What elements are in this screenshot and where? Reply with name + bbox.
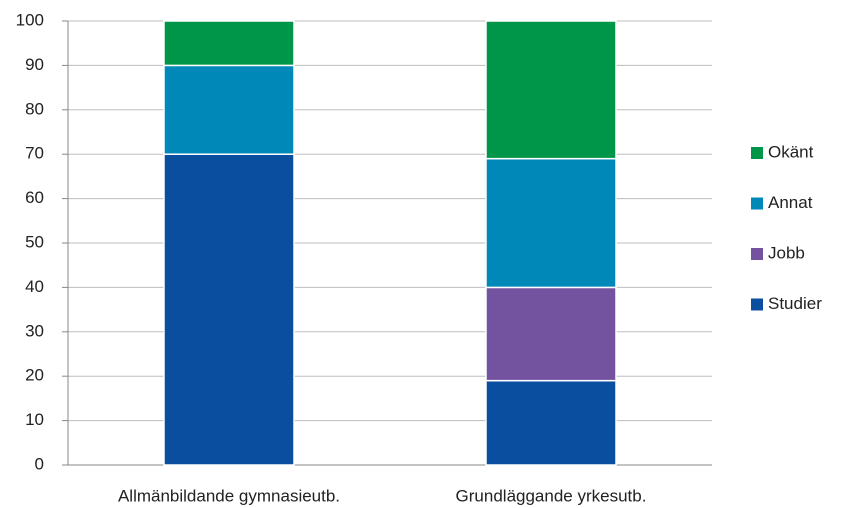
- bar-segment: [163, 64, 295, 155]
- legend-label: Jobb: [768, 243, 805, 262]
- legend-swatch: [751, 147, 763, 159]
- bar-segment: [163, 20, 295, 67]
- legend-label: Studier: [768, 294, 822, 313]
- legend-swatch: [751, 298, 763, 311]
- bar-segment: [163, 153, 295, 466]
- x-tick-label: Allmänbildande gymnasieutb.: [118, 486, 340, 505]
- y-tick-label: 0: [35, 454, 44, 473]
- y-tick-label: 40: [25, 277, 44, 296]
- y-tick-label: 100: [16, 10, 44, 29]
- y-tick-label: 70: [25, 144, 44, 163]
- legend-label: Okänt: [768, 142, 814, 161]
- legend-label: Annat: [768, 193, 813, 212]
- bar-segment: [485, 286, 617, 382]
- y-tick-label: 50: [25, 232, 44, 251]
- y-tick-label: 30: [25, 321, 44, 340]
- bar-segment: [485, 379, 617, 466]
- bar-segment: [485, 157, 617, 289]
- y-tick-label: 20: [25, 366, 44, 385]
- y-tick-label: 80: [25, 99, 44, 118]
- y-tick-label: 90: [25, 55, 44, 74]
- y-tick-label: 60: [25, 188, 44, 207]
- y-tick-label: 10: [25, 410, 44, 429]
- x-tick-label: Grundläggande yrkesutb.: [456, 486, 647, 505]
- legend-swatch: [751, 197, 763, 210]
- legend-swatch: [751, 248, 763, 260]
- bar-segment: [485, 20, 617, 160]
